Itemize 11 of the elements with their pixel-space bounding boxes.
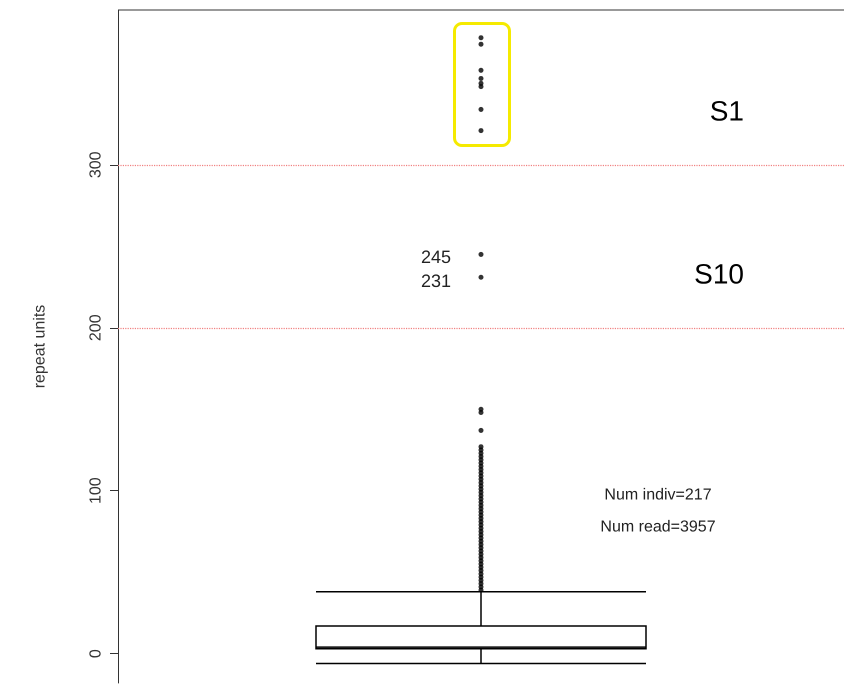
y-axis-title: repeat units bbox=[32, 304, 48, 388]
y-tick-label: 0 bbox=[88, 649, 104, 658]
ref-line-label: S10 bbox=[694, 258, 744, 290]
y-tick-label: 100 bbox=[88, 477, 104, 504]
y-tick-label: 200 bbox=[88, 314, 104, 342]
ref-line-label: S1 bbox=[710, 95, 744, 126]
annotation: 231 bbox=[420, 271, 451, 291]
annotation: Num read=3957 bbox=[600, 518, 716, 536]
annotation: 245 bbox=[420, 247, 451, 267]
y-tick-label: 300 bbox=[88, 151, 104, 178]
annotation: Num indiv=217 bbox=[604, 486, 712, 504]
